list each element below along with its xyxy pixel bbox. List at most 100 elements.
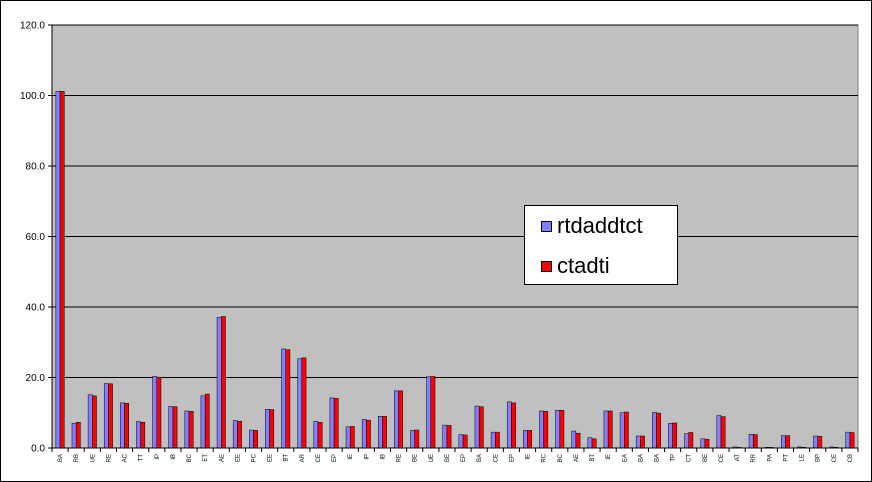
x-tick-label: RE (106, 454, 112, 462)
bar-series-1 (410, 430, 415, 449)
bar-series-1 (55, 91, 61, 449)
bar-series-2 (237, 420, 242, 449)
legend-item-series-2: ctadti (541, 253, 610, 279)
x-tick-label: EP (509, 454, 515, 462)
x-tick-label: RB (74, 454, 80, 462)
bar-series-1 (748, 434, 754, 449)
bar-series-1 (87, 394, 93, 449)
x-tick-label: BA (58, 454, 64, 462)
bar-series-1 (426, 376, 432, 449)
bar-series-1 (200, 395, 206, 449)
bar-series-2 (656, 412, 661, 449)
y-tick-label: 60.0 (26, 232, 46, 243)
bar-series-2 (140, 422, 146, 449)
bar-series-2 (92, 395, 97, 449)
x-tick-label: BC (187, 453, 193, 462)
bar-series-1 (103, 383, 109, 449)
x-tick-label: BE (413, 454, 419, 462)
bar-series-2 (333, 398, 339, 449)
bar-series-1 (152, 376, 158, 449)
y-tick-label: 120.0 (20, 21, 45, 32)
bar-series-1 (506, 401, 512, 449)
x-tick-label: EE (235, 454, 241, 462)
x-tick-label: BA (638, 454, 644, 462)
bar-series-2 (672, 422, 678, 449)
y-tick-label: 80.0 (26, 162, 46, 173)
bar-series-1 (297, 358, 303, 449)
x-tick-label: IB (380, 454, 386, 460)
bar-series-2 (108, 383, 113, 449)
bar-series-2 (366, 419, 371, 449)
bar-series-2 (301, 357, 307, 449)
x-tick-label: EA (622, 454, 628, 462)
x-tick-label: BT (284, 454, 290, 462)
y-tick-label: 20.0 (26, 373, 46, 384)
x-tick-label: CE (719, 454, 725, 462)
bar-series-1 (216, 316, 222, 449)
bar-series-1 (523, 430, 528, 449)
x-tick-label: BA (477, 454, 483, 462)
x-tick-label: AC (123, 453, 129, 462)
bar-series-1 (313, 420, 319, 449)
bar-series-1 (361, 419, 367, 449)
x-tick-label: CE (316, 454, 322, 462)
bar-series-2 (543, 411, 549, 449)
bar-series-2 (752, 434, 758, 449)
bar-series-1 (120, 402, 125, 449)
bar-series-1 (539, 410, 544, 449)
x-tick-label: CE (832, 454, 838, 462)
x-tick-label: CE (493, 454, 499, 462)
legend-swatch-series-2 (541, 260, 552, 272)
bar-series-1 (635, 435, 641, 449)
bar-series-1 (345, 426, 351, 449)
x-tick-label: CT (687, 454, 693, 462)
x-tick-label: AE (574, 454, 580, 462)
legend-item-series-1: rtdaddtct (541, 213, 643, 239)
x-tick-label: EE (268, 454, 274, 462)
bar-series-2 (172, 406, 178, 449)
x-tick-label: LE (800, 454, 806, 461)
y-tick-label: 100.0 (20, 91, 45, 102)
bar-series-2 (446, 425, 452, 449)
x-tick-label: BT (590, 454, 596, 462)
bar-series-1 (684, 433, 689, 449)
bar-series-2 (591, 438, 597, 449)
bar-series-1 (700, 438, 706, 449)
legend: rtdaddtct ctadti (524, 205, 678, 285)
bar-series-1 (168, 406, 174, 449)
bar-series-1 (490, 431, 496, 449)
bar-series-1 (619, 412, 625, 449)
bar-series-1 (845, 431, 851, 449)
bar-series-1 (249, 429, 254, 449)
bar-series-2 (640, 435, 645, 449)
bar-series-2 (124, 402, 129, 449)
bar-series-1 (587, 437, 593, 449)
bar-series-1 (378, 416, 383, 449)
bar-series-1 (668, 423, 673, 449)
bar-series-2 (317, 422, 323, 449)
bar-series-1 (813, 435, 818, 449)
bar-series-1 (71, 423, 77, 449)
bar-series-2 (204, 393, 210, 449)
x-tick-label: AE (219, 454, 225, 462)
bar-series-2 (75, 422, 81, 449)
x-tick-label: EP (332, 454, 338, 462)
bar-series-1 (394, 390, 399, 449)
bar-series-2 (349, 426, 355, 449)
x-tick-label: IP (364, 454, 370, 460)
bar-series-1 (265, 408, 270, 449)
bar-series-2 (624, 411, 629, 449)
bar-series-1 (603, 410, 609, 449)
bar-series-2 (511, 402, 516, 449)
bar-series-1 (555, 410, 561, 449)
x-tick-label: RC (542, 453, 548, 462)
bar-series-2 (720, 416, 726, 449)
x-tick-label: IP (155, 454, 161, 460)
bar-series-2 (221, 316, 226, 449)
x-tick-label: IE (526, 454, 532, 460)
bar-series-2 (285, 349, 291, 449)
x-tick-label: BA (655, 454, 661, 462)
x-tick-label: UE (429, 454, 435, 462)
bar-series-2 (817, 436, 823, 449)
bar-series-2 (575, 432, 581, 449)
